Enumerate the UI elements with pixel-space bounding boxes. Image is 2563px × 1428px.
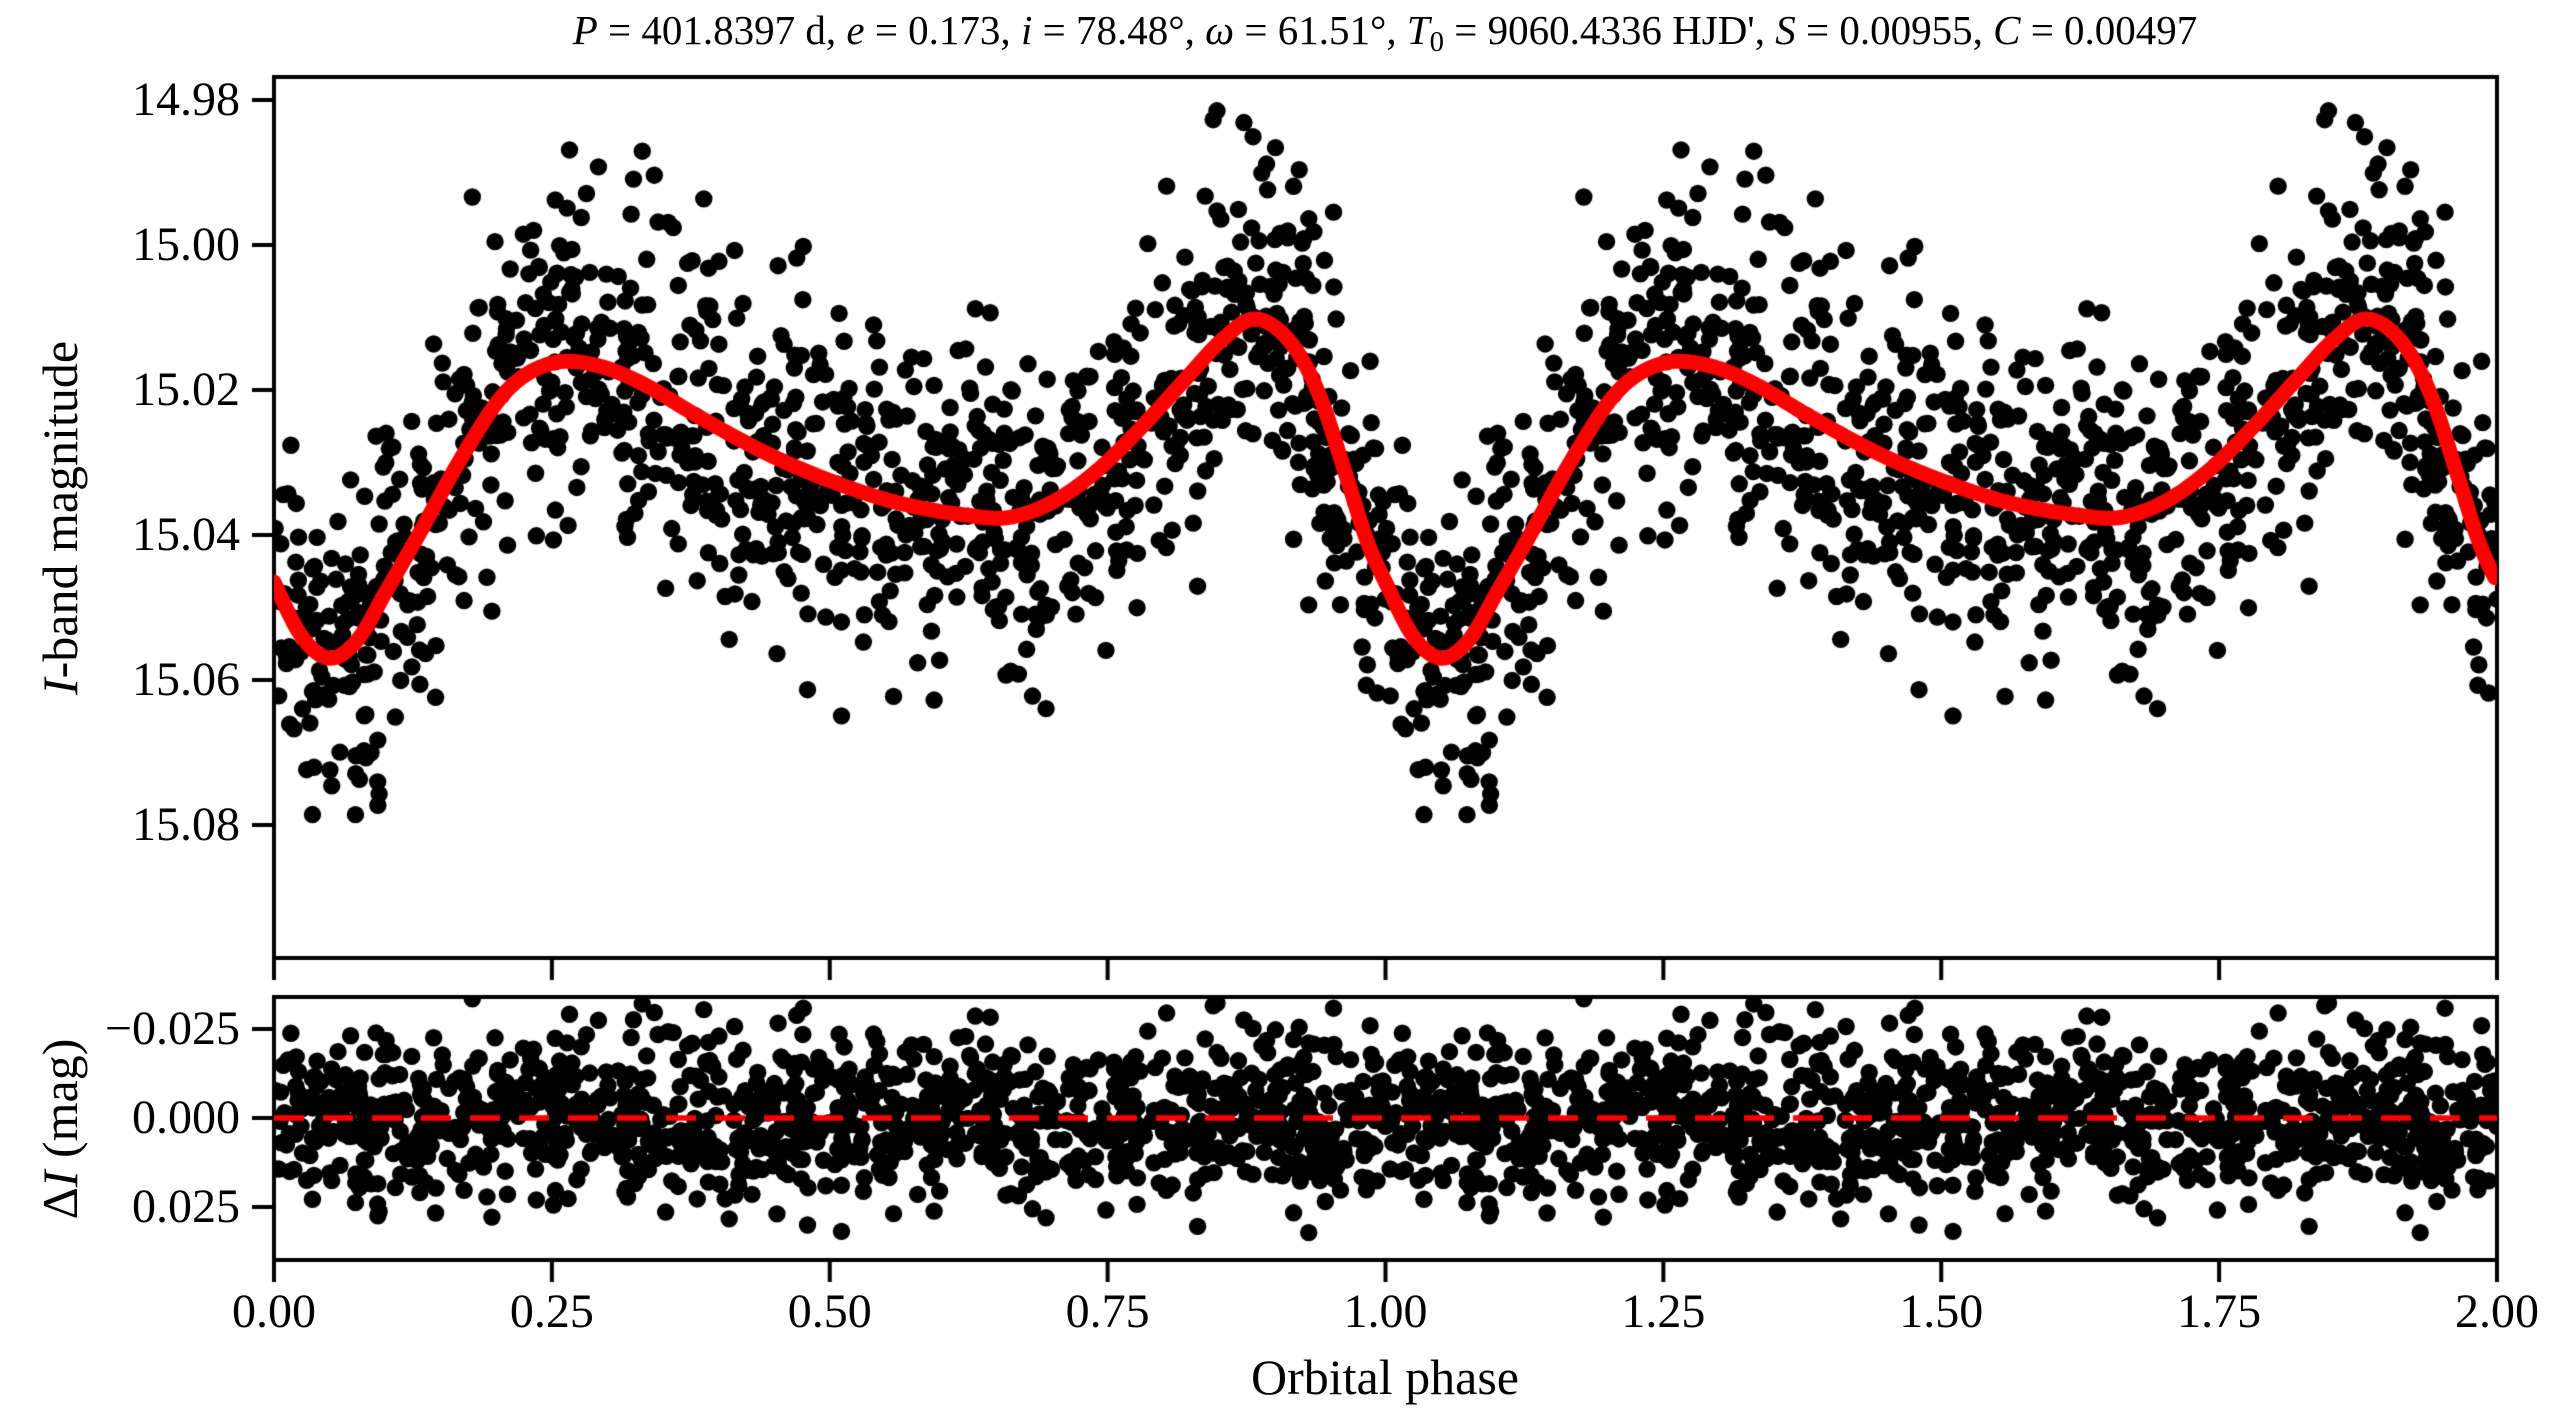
x-tick-label: 0.75 xyxy=(1065,1285,1150,1338)
x-tick-label: 1.75 xyxy=(2177,1285,2262,1338)
text-segment: 0 xyxy=(1429,26,1445,59)
y-tick-label: 15.08 xyxy=(132,798,240,851)
x-tick-label: 2.00 xyxy=(2455,1285,2539,1338)
y-tick-label: 15.00 xyxy=(132,218,240,271)
text-segment: = 61.51°, xyxy=(1234,7,1407,53)
text-segment: = 78.48°, xyxy=(1032,7,1206,53)
y-tick-label: 0.025 xyxy=(132,1180,240,1233)
text-segment: = 0.173, xyxy=(864,7,1021,53)
text-segment: i xyxy=(1020,7,1033,53)
y-tick-label: −0.025 xyxy=(104,1002,240,1055)
x-tick-label: 1.25 xyxy=(1621,1285,1706,1338)
x-axis-label: Orbital phase xyxy=(1251,1349,1519,1405)
text-segment: e xyxy=(846,7,865,53)
x-tick-label: 0.50 xyxy=(787,1285,872,1338)
text-segment: T xyxy=(1406,7,1430,53)
x-tick-label: 0.25 xyxy=(509,1285,594,1338)
chart-title: P = 401.8397 d, e = 0.173, i = 78.48°, ω… xyxy=(573,8,2198,64)
text-segment: = 0.00955, xyxy=(1795,7,1994,53)
text-segment: = 9060.4336 HJD', xyxy=(1444,7,1776,53)
y-tick-label: 0.000 xyxy=(132,1091,240,1144)
text-segment: = 0.00497 xyxy=(2020,7,2198,53)
text-segment: ω xyxy=(1205,7,1235,53)
x-tick-label: 0.00 xyxy=(232,1285,316,1338)
y-tick-label: 15.04 xyxy=(132,508,240,561)
text-segment: C xyxy=(1993,7,2021,53)
x-tick-label: 1.00 xyxy=(1343,1285,1428,1338)
text-segment: P xyxy=(572,7,598,53)
text-segment: = 401.8397 d, xyxy=(597,7,847,53)
y-tick-label: 15.02 xyxy=(132,363,240,416)
y-tick-label: 15.06 xyxy=(132,653,240,706)
y-tick-label: 14.98 xyxy=(132,73,240,126)
text-segment: S xyxy=(1775,7,1796,53)
x-tick-label: 1.50 xyxy=(1899,1285,1984,1338)
